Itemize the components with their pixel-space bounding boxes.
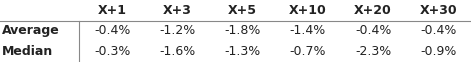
- Text: -1.4%: -1.4%: [290, 24, 326, 38]
- Text: Median: Median: [2, 45, 54, 58]
- Text: -0.4%: -0.4%: [355, 24, 391, 38]
- Text: -0.4%: -0.4%: [420, 24, 456, 38]
- Text: X+5: X+5: [228, 4, 257, 17]
- Text: X+20: X+20: [354, 4, 392, 17]
- Text: X+1: X+1: [97, 4, 127, 17]
- Text: X+3: X+3: [163, 4, 192, 17]
- Text: -2.3%: -2.3%: [355, 45, 391, 58]
- Text: X+30: X+30: [420, 4, 457, 17]
- Text: -1.2%: -1.2%: [159, 24, 195, 38]
- Text: -1.3%: -1.3%: [225, 45, 261, 58]
- Text: -0.9%: -0.9%: [420, 45, 456, 58]
- Text: -0.7%: -0.7%: [290, 45, 326, 58]
- Text: -0.4%: -0.4%: [94, 24, 130, 38]
- Text: -0.3%: -0.3%: [94, 45, 130, 58]
- Text: Average: Average: [2, 24, 60, 38]
- Text: X+10: X+10: [289, 4, 327, 17]
- Text: -1.6%: -1.6%: [159, 45, 195, 58]
- Text: -1.8%: -1.8%: [224, 24, 261, 38]
